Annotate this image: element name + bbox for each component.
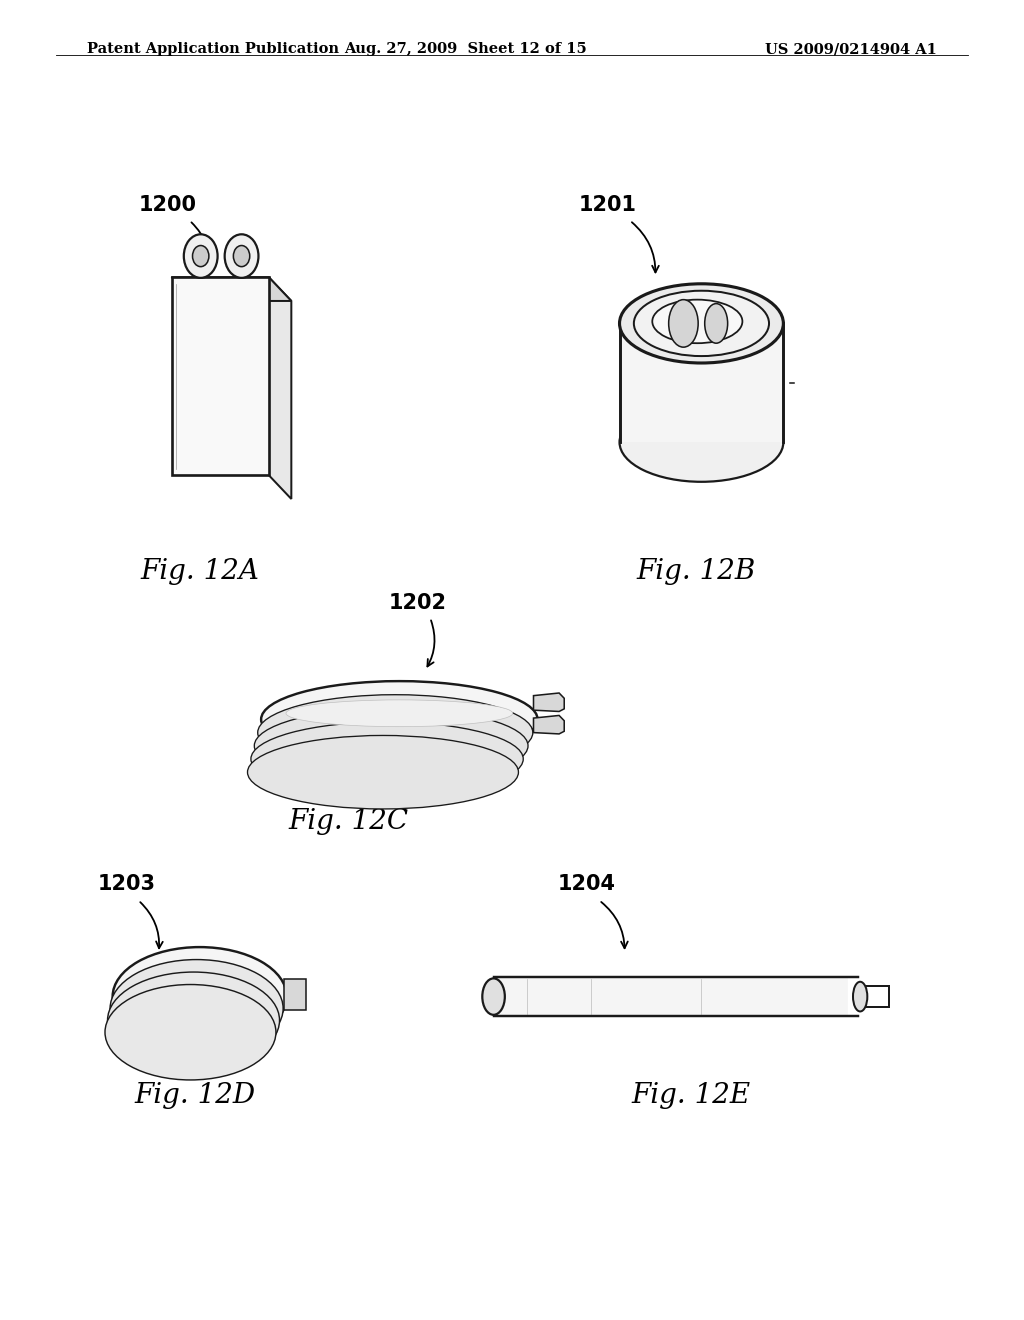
Bar bbox=[171, 277, 268, 475]
Ellipse shape bbox=[254, 709, 528, 783]
Text: 1203: 1203 bbox=[97, 874, 156, 895]
Text: Patent Application Publication: Patent Application Publication bbox=[87, 42, 339, 57]
Text: 1204: 1204 bbox=[558, 874, 616, 895]
Text: Aug. 27, 2009  Sheet 12 of 15: Aug. 27, 2009 Sheet 12 of 15 bbox=[344, 42, 588, 57]
Circle shape bbox=[224, 235, 258, 279]
Ellipse shape bbox=[286, 700, 513, 727]
Text: 1202: 1202 bbox=[389, 593, 447, 614]
Polygon shape bbox=[171, 277, 292, 301]
Text: Fig. 12E: Fig. 12E bbox=[632, 1082, 751, 1109]
Text: Fig. 12A: Fig. 12A bbox=[140, 558, 259, 585]
Ellipse shape bbox=[113, 948, 287, 1045]
Bar bbox=[620, 323, 783, 442]
Ellipse shape bbox=[853, 982, 867, 1011]
Text: Fig. 12C: Fig. 12C bbox=[288, 808, 409, 834]
Polygon shape bbox=[534, 715, 564, 734]
Text: Fig. 12D: Fig. 12D bbox=[134, 1082, 255, 1109]
Polygon shape bbox=[284, 979, 306, 1010]
Ellipse shape bbox=[705, 304, 728, 343]
Polygon shape bbox=[534, 693, 564, 711]
Ellipse shape bbox=[652, 300, 742, 343]
Ellipse shape bbox=[251, 722, 523, 796]
Polygon shape bbox=[268, 277, 292, 499]
Ellipse shape bbox=[634, 290, 769, 356]
Text: 1200: 1200 bbox=[138, 194, 197, 215]
Ellipse shape bbox=[261, 681, 538, 758]
Ellipse shape bbox=[669, 300, 698, 347]
Circle shape bbox=[193, 246, 209, 267]
Text: US 2009/0214904 A1: US 2009/0214904 A1 bbox=[765, 42, 937, 57]
Circle shape bbox=[233, 246, 250, 267]
Ellipse shape bbox=[105, 985, 275, 1080]
Ellipse shape bbox=[108, 972, 280, 1069]
Ellipse shape bbox=[248, 735, 518, 809]
Text: Fig. 12B: Fig. 12B bbox=[637, 558, 756, 585]
FancyBboxPatch shape bbox=[494, 977, 848, 1016]
Circle shape bbox=[184, 235, 218, 279]
Ellipse shape bbox=[620, 284, 783, 363]
Ellipse shape bbox=[258, 694, 532, 771]
Text: 1201: 1201 bbox=[579, 194, 637, 215]
Ellipse shape bbox=[111, 960, 283, 1057]
Ellipse shape bbox=[482, 978, 505, 1015]
Ellipse shape bbox=[620, 403, 783, 482]
